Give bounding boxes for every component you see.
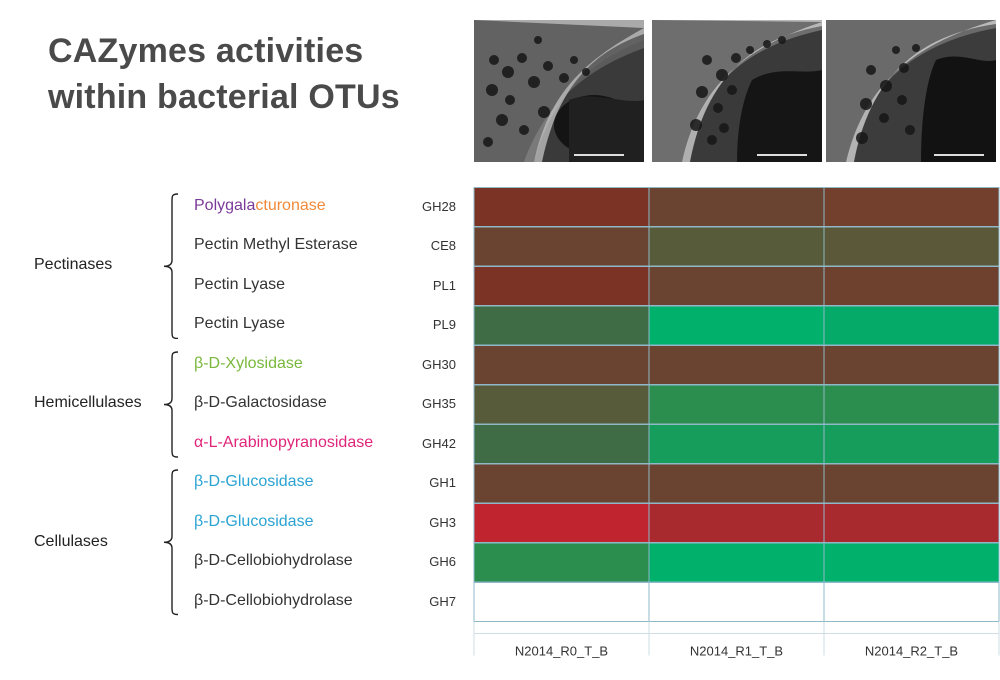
heatmap-cell-GH28-1 (648, 187, 825, 227)
enzyme-label-part: β-D-Cellobiohydrolase (194, 552, 353, 570)
heatmap-cell-PL9-0 (473, 305, 650, 346)
group-label-hemicellulases: Hemicellulases (34, 394, 142, 412)
code-label-4: GH30 (422, 356, 456, 372)
heatmap-cell-GH1-0 (473, 463, 650, 504)
code-label-3: PL9 (432, 317, 456, 333)
enzyme-label-part: β-D-Cellobiohydrolase (194, 591, 353, 609)
heatmap-cell-GH42-0 (473, 424, 650, 464)
code-label-8: GH3 (429, 514, 456, 530)
enzyme-label-7: β-D-Glucosidase (194, 473, 313, 491)
enzyme-label-8: β-D-Glucosidase (194, 513, 313, 531)
brace-pectinases (163, 193, 179, 339)
heatmap-cell-GH6-2 (823, 542, 1000, 583)
title-line-1: CAZymes activities (48, 32, 364, 70)
heatmap-cell-GH28-0 (473, 187, 650, 227)
code-label-1: CE8 (430, 238, 456, 254)
heatmap-cell-PL1-2 (823, 266, 1000, 306)
enzyme-label-2: Pectin Lyase (194, 276, 285, 294)
heatmap-cell-CE8-1 (648, 226, 825, 267)
enzyme-label-part: β-D-Glucosidase (194, 473, 314, 491)
enzyme-label-10: β-D-Cellobiohydrolase (194, 592, 353, 610)
enzyme-label-3: Pectin Lyase (194, 315, 285, 333)
heatmap-cell-GH1-1 (648, 463, 825, 504)
code-label-10: GH7 (429, 593, 456, 609)
micrograph-r0 (474, 20, 644, 162)
enzyme-label-6: α-L-Arabinopyranosidase (194, 434, 373, 452)
micrograph-r1 (652, 20, 822, 162)
enzyme-label-part: β-D-Xylosidase (194, 354, 303, 372)
brace-hemicellulases (163, 351, 179, 458)
heatmap-cell-GH6-0 (473, 542, 650, 583)
enzyme-label-5: β-D-Galactosidase (194, 394, 327, 412)
enzyme-label-part: Pectin Methyl Esterase (194, 236, 358, 254)
heatmap-cell-GH3-0 (473, 503, 650, 543)
heatmap-cell-PL1-1 (648, 266, 825, 306)
heatmap-cell-CE8-2 (823, 226, 1000, 267)
enzyme-label-part: β-D-Glucosidase (194, 512, 314, 530)
heatmap-cell-GH6-1 (648, 542, 825, 583)
heatmap-cell-GH7-2 (823, 582, 1000, 622)
heatmap-cell-PL1-0 (473, 266, 650, 306)
micrograph-r2 (826, 20, 996, 162)
heatmap-cell-GH1-2 (823, 463, 1000, 504)
brace-cellulases (163, 469, 179, 616)
heatmap-cell-GH7-0 (473, 582, 650, 622)
heatmap-cell-PL9-2 (823, 305, 1000, 346)
column-label-1: N2014_R1_T_B (690, 644, 783, 659)
group-label-pectinases: Pectinases (34, 256, 113, 273)
slide-title: CAZymes activities within bacterial OTUs (48, 28, 458, 120)
enzyme-label-part: β-D-Galactosidase (194, 394, 327, 412)
enzyme-label-part: Polygala (194, 196, 256, 214)
enzyme-label-4: β-D-Xylosidase (194, 355, 303, 373)
enzyme-label-part: α-L-Arabinopyranosidase (194, 433, 374, 451)
heatmap-cell-CE8-0 (473, 226, 650, 267)
heatmap-cell-GH42-1 (648, 424, 825, 464)
heatmap-cell-GH3-1 (648, 503, 825, 543)
heatmap-cell-GH35-1 (648, 384, 825, 425)
enzyme-label-9: β-D-Cellobiohydrolase (194, 552, 353, 570)
heatmap-cell-GH3-2 (823, 503, 1000, 543)
code-label-9: GH6 (429, 554, 456, 570)
column-label-2: N2014_R2_T_B (865, 644, 958, 659)
enzyme-label-0: Polygalacturonase (194, 197, 326, 215)
heatmap-cell-GH35-0 (473, 384, 650, 425)
code-label-7: GH1 (429, 475, 456, 491)
heatmap-cell-GH42-2 (823, 424, 1000, 464)
group-label-cellulases: Cellulases (34, 532, 108, 550)
heatmap-cell-GH28-2 (823, 187, 1000, 227)
heatmap-cell-GH30-1 (648, 345, 825, 385)
code-label-6: GH42 (422, 435, 456, 451)
enzyme-label-part: cturonase (255, 196, 326, 214)
heatmap-cell-GH30-2 (823, 345, 1000, 385)
heatmap-cell-GH35-2 (823, 384, 1000, 425)
heatmap-cell-PL9-1 (648, 305, 825, 346)
enzyme-label-part: Pectin Lyase (194, 315, 286, 333)
code-label-2: PL1 (432, 277, 456, 293)
heatmap-cell-GH30-0 (473, 345, 650, 385)
enzyme-label-1: Pectin Methyl Esterase (194, 236, 358, 254)
column-label-0: N2014_R0_T_B (515, 644, 608, 659)
heatmap-cell-GH7-1 (648, 582, 825, 622)
code-label-0: GH28 (422, 198, 456, 214)
code-label-5: GH35 (422, 396, 456, 412)
title-line-2: within bacterial OTUs (48, 78, 400, 116)
enzyme-label-part: Pectin Lyase (194, 275, 286, 293)
